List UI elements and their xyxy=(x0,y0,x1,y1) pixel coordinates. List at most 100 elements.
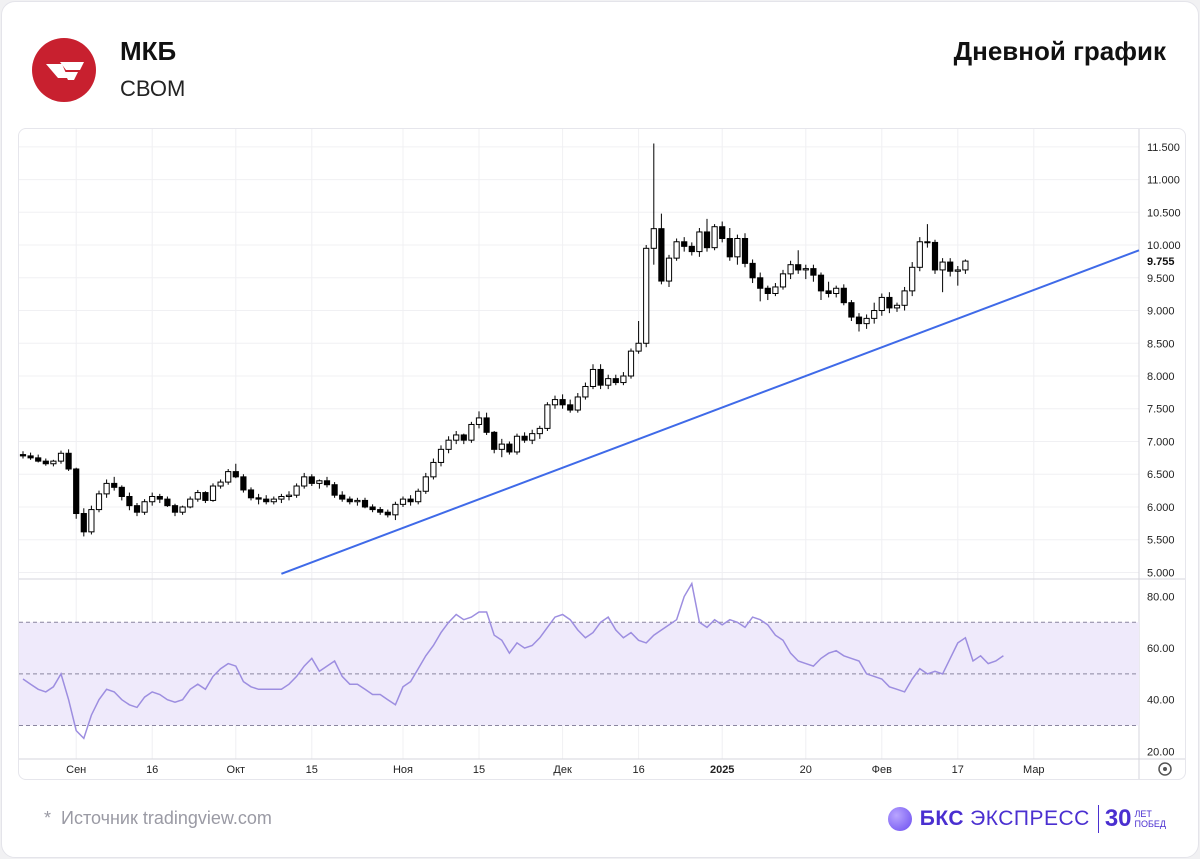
x-tick-label: 20 xyxy=(800,764,812,776)
candle-body xyxy=(954,269,961,272)
brand-small-text: ЛЕТ ПОБЕД xyxy=(1135,809,1166,829)
candle-body xyxy=(346,498,353,503)
candle xyxy=(171,503,179,517)
candle-body xyxy=(225,471,232,483)
candle-body xyxy=(589,368,597,387)
candle-body xyxy=(202,492,209,501)
price-tick-label: 6.000 xyxy=(1147,502,1175,514)
candle xyxy=(430,458,437,480)
candle-body xyxy=(483,417,490,433)
candle xyxy=(339,491,346,502)
candle xyxy=(19,451,27,459)
candle xyxy=(833,285,840,298)
candle-body xyxy=(734,237,741,258)
candle-body xyxy=(323,480,331,486)
candle xyxy=(323,476,331,488)
last-price-label: 9.755 xyxy=(1147,256,1175,268)
candle xyxy=(734,234,741,265)
brand-name: БКС xyxy=(919,807,965,830)
brand-small-1: ЛЕТ xyxy=(1134,809,1152,819)
candle xyxy=(612,374,619,386)
candle xyxy=(240,474,247,493)
trend-line xyxy=(281,249,1140,575)
chart-frame[interactable]: 5.000 5.500 6.000 6.500 7.000 7.500 8.000 8.500… xyxy=(18,128,1186,780)
candle xyxy=(901,286,908,311)
candle-body xyxy=(772,286,779,295)
candle xyxy=(247,487,255,501)
candle-body xyxy=(164,498,171,507)
candle-body xyxy=(840,287,847,304)
price-tick-label: 8.500 xyxy=(1147,338,1175,350)
price-tick-label: 10.500 xyxy=(1147,207,1181,219)
price-tick-label: 10.000 xyxy=(1147,240,1181,252)
candle-body xyxy=(878,296,885,312)
candle xyxy=(544,402,551,432)
candle xyxy=(924,224,931,248)
candle xyxy=(627,348,635,379)
candle xyxy=(551,395,559,409)
candle-body xyxy=(278,495,285,500)
candle xyxy=(293,483,300,498)
candle xyxy=(225,468,232,485)
candle xyxy=(848,300,855,322)
price-tick-label: 11.500 xyxy=(1147,142,1180,154)
candle-body xyxy=(149,495,156,503)
candle xyxy=(954,265,961,286)
candle xyxy=(301,472,308,489)
candle xyxy=(285,491,293,501)
brand-circle-icon xyxy=(887,807,912,831)
candle-body xyxy=(658,228,665,282)
asterisk-icon: * xyxy=(44,808,62,828)
candle xyxy=(931,239,939,274)
candle xyxy=(194,489,201,502)
candle-body xyxy=(498,443,505,450)
candle-body xyxy=(35,457,42,462)
x-tick-label: Окт xyxy=(227,764,246,776)
candle-body xyxy=(491,431,498,450)
candle xyxy=(415,488,422,505)
candle xyxy=(962,259,969,274)
candle-body xyxy=(354,499,361,503)
price-chart-svg[interactable]: 5.000 5.500 6.000 6.500 7.000 7.500 8.000 8.500… xyxy=(19,129,1185,779)
candle-body xyxy=(916,241,923,268)
candle xyxy=(369,504,376,513)
candle-body xyxy=(240,476,247,491)
candle-body xyxy=(893,304,901,309)
candle xyxy=(118,485,125,501)
candle xyxy=(468,421,475,443)
chart-title: Дневной график xyxy=(953,36,1166,66)
candle xyxy=(475,411,483,429)
candle-body xyxy=(620,375,627,384)
x-tick-label: Мар xyxy=(1023,764,1045,776)
candle xyxy=(536,425,543,439)
candle-body xyxy=(263,498,270,503)
candle-body xyxy=(285,494,293,497)
brand-name-2: ЭКСПРЕСС xyxy=(970,807,1090,830)
candle-body xyxy=(453,434,460,441)
candle-body xyxy=(42,460,49,465)
candle-body xyxy=(506,443,513,453)
candle-body xyxy=(361,499,369,508)
candle xyxy=(111,476,118,491)
candle xyxy=(909,262,916,297)
candle-body xyxy=(384,511,391,516)
candle-body xyxy=(88,509,95,533)
candle-body xyxy=(665,257,673,282)
candle xyxy=(703,218,711,252)
candle xyxy=(331,482,338,498)
candle xyxy=(179,505,186,515)
candle-body xyxy=(377,509,384,513)
candle xyxy=(57,450,65,464)
candle xyxy=(354,497,361,506)
candle-body xyxy=(696,231,703,253)
gear-icon[interactable] xyxy=(1158,762,1172,776)
candle xyxy=(202,491,209,504)
candle-body xyxy=(536,427,543,435)
candle xyxy=(643,245,650,348)
candle-body xyxy=(513,435,521,453)
candle-body xyxy=(521,435,528,441)
candle xyxy=(779,269,787,290)
x-tick-label: Ноя xyxy=(393,764,413,776)
candle-body xyxy=(316,480,323,484)
candle-body xyxy=(810,268,817,276)
